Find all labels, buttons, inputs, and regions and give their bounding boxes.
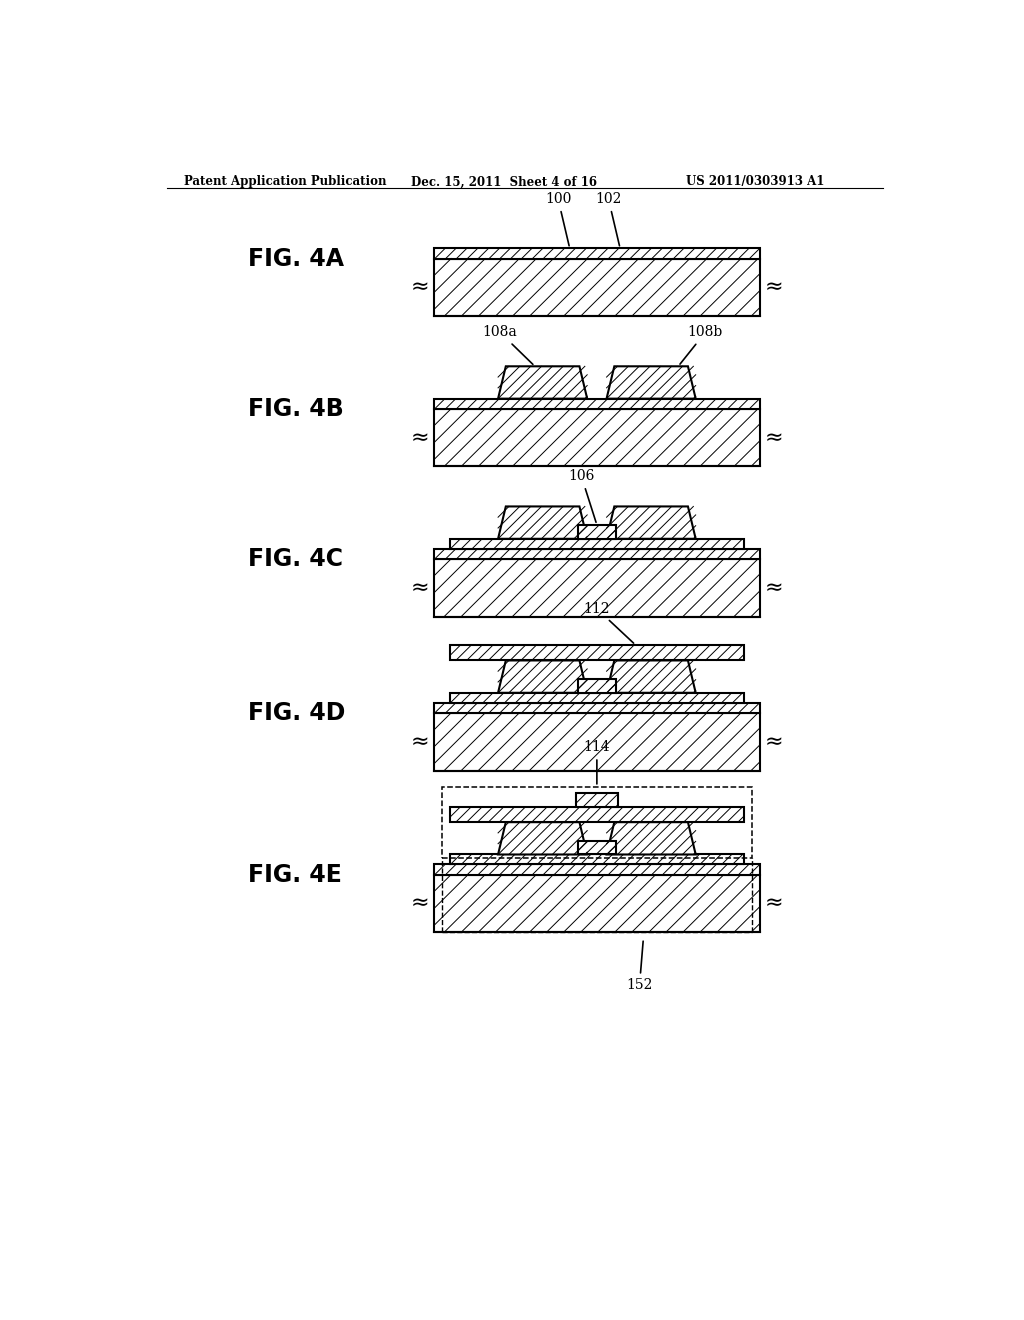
Text: FIG. 4D: FIG. 4D	[248, 701, 345, 725]
Polygon shape	[498, 660, 587, 693]
Text: 102: 102	[595, 193, 622, 246]
Bar	[575, 793, 618, 807]
Bar	[434, 558, 760, 616]
Polygon shape	[606, 507, 695, 539]
Bar	[434, 399, 760, 409]
Bar	[434, 713, 760, 771]
Bar	[450, 854, 744, 865]
Polygon shape	[498, 367, 587, 399]
Bar	[578, 525, 616, 539]
Bar	[434, 865, 760, 875]
Text: ≈: ≈	[411, 277, 429, 297]
Text: FIG. 4A: FIG. 4A	[248, 247, 344, 271]
Text: US 2011/0303913 A1: US 2011/0303913 A1	[686, 176, 824, 189]
Polygon shape	[606, 660, 695, 693]
Bar	[450, 693, 744, 702]
Bar	[434, 702, 760, 713]
Polygon shape	[606, 367, 695, 399]
Bar	[450, 539, 744, 549]
Text: ≈: ≈	[411, 428, 429, 447]
Text: Dec. 15, 2011  Sheet 4 of 16: Dec. 15, 2011 Sheet 4 of 16	[411, 176, 597, 189]
Text: Patent Application Publication: Patent Application Publication	[183, 176, 386, 189]
Bar	[578, 678, 616, 693]
Bar	[434, 549, 760, 558]
Bar	[450, 645, 744, 660]
Bar	[434, 259, 760, 317]
Text: ≈: ≈	[411, 894, 429, 913]
Bar	[578, 841, 616, 854]
Bar	[434, 248, 760, 259]
Bar	[434, 409, 760, 466]
Text: 114: 114	[584, 741, 610, 784]
Bar	[442, 787, 752, 858]
Text: 100: 100	[545, 193, 571, 246]
Polygon shape	[606, 822, 695, 854]
Text: ≈: ≈	[411, 578, 429, 598]
Text: 112: 112	[584, 602, 634, 643]
Text: FIG. 4C: FIG. 4C	[248, 548, 343, 572]
Text: 106: 106	[568, 470, 596, 523]
Text: ≈: ≈	[764, 578, 783, 598]
Text: ≈: ≈	[764, 428, 783, 447]
Text: 108a: 108a	[482, 325, 532, 364]
Text: ≈: ≈	[764, 731, 783, 751]
Text: FIG. 4E: FIG. 4E	[248, 863, 342, 887]
Polygon shape	[498, 822, 587, 854]
Text: ≈: ≈	[764, 894, 783, 913]
Text: ≈: ≈	[764, 277, 783, 297]
Bar	[450, 807, 744, 822]
Polygon shape	[498, 507, 587, 539]
Bar	[434, 875, 760, 932]
Text: 152: 152	[627, 941, 652, 993]
Text: FIG. 4B: FIG. 4B	[248, 397, 344, 421]
Text: ≈: ≈	[411, 731, 429, 751]
Text: 108b: 108b	[680, 325, 723, 364]
